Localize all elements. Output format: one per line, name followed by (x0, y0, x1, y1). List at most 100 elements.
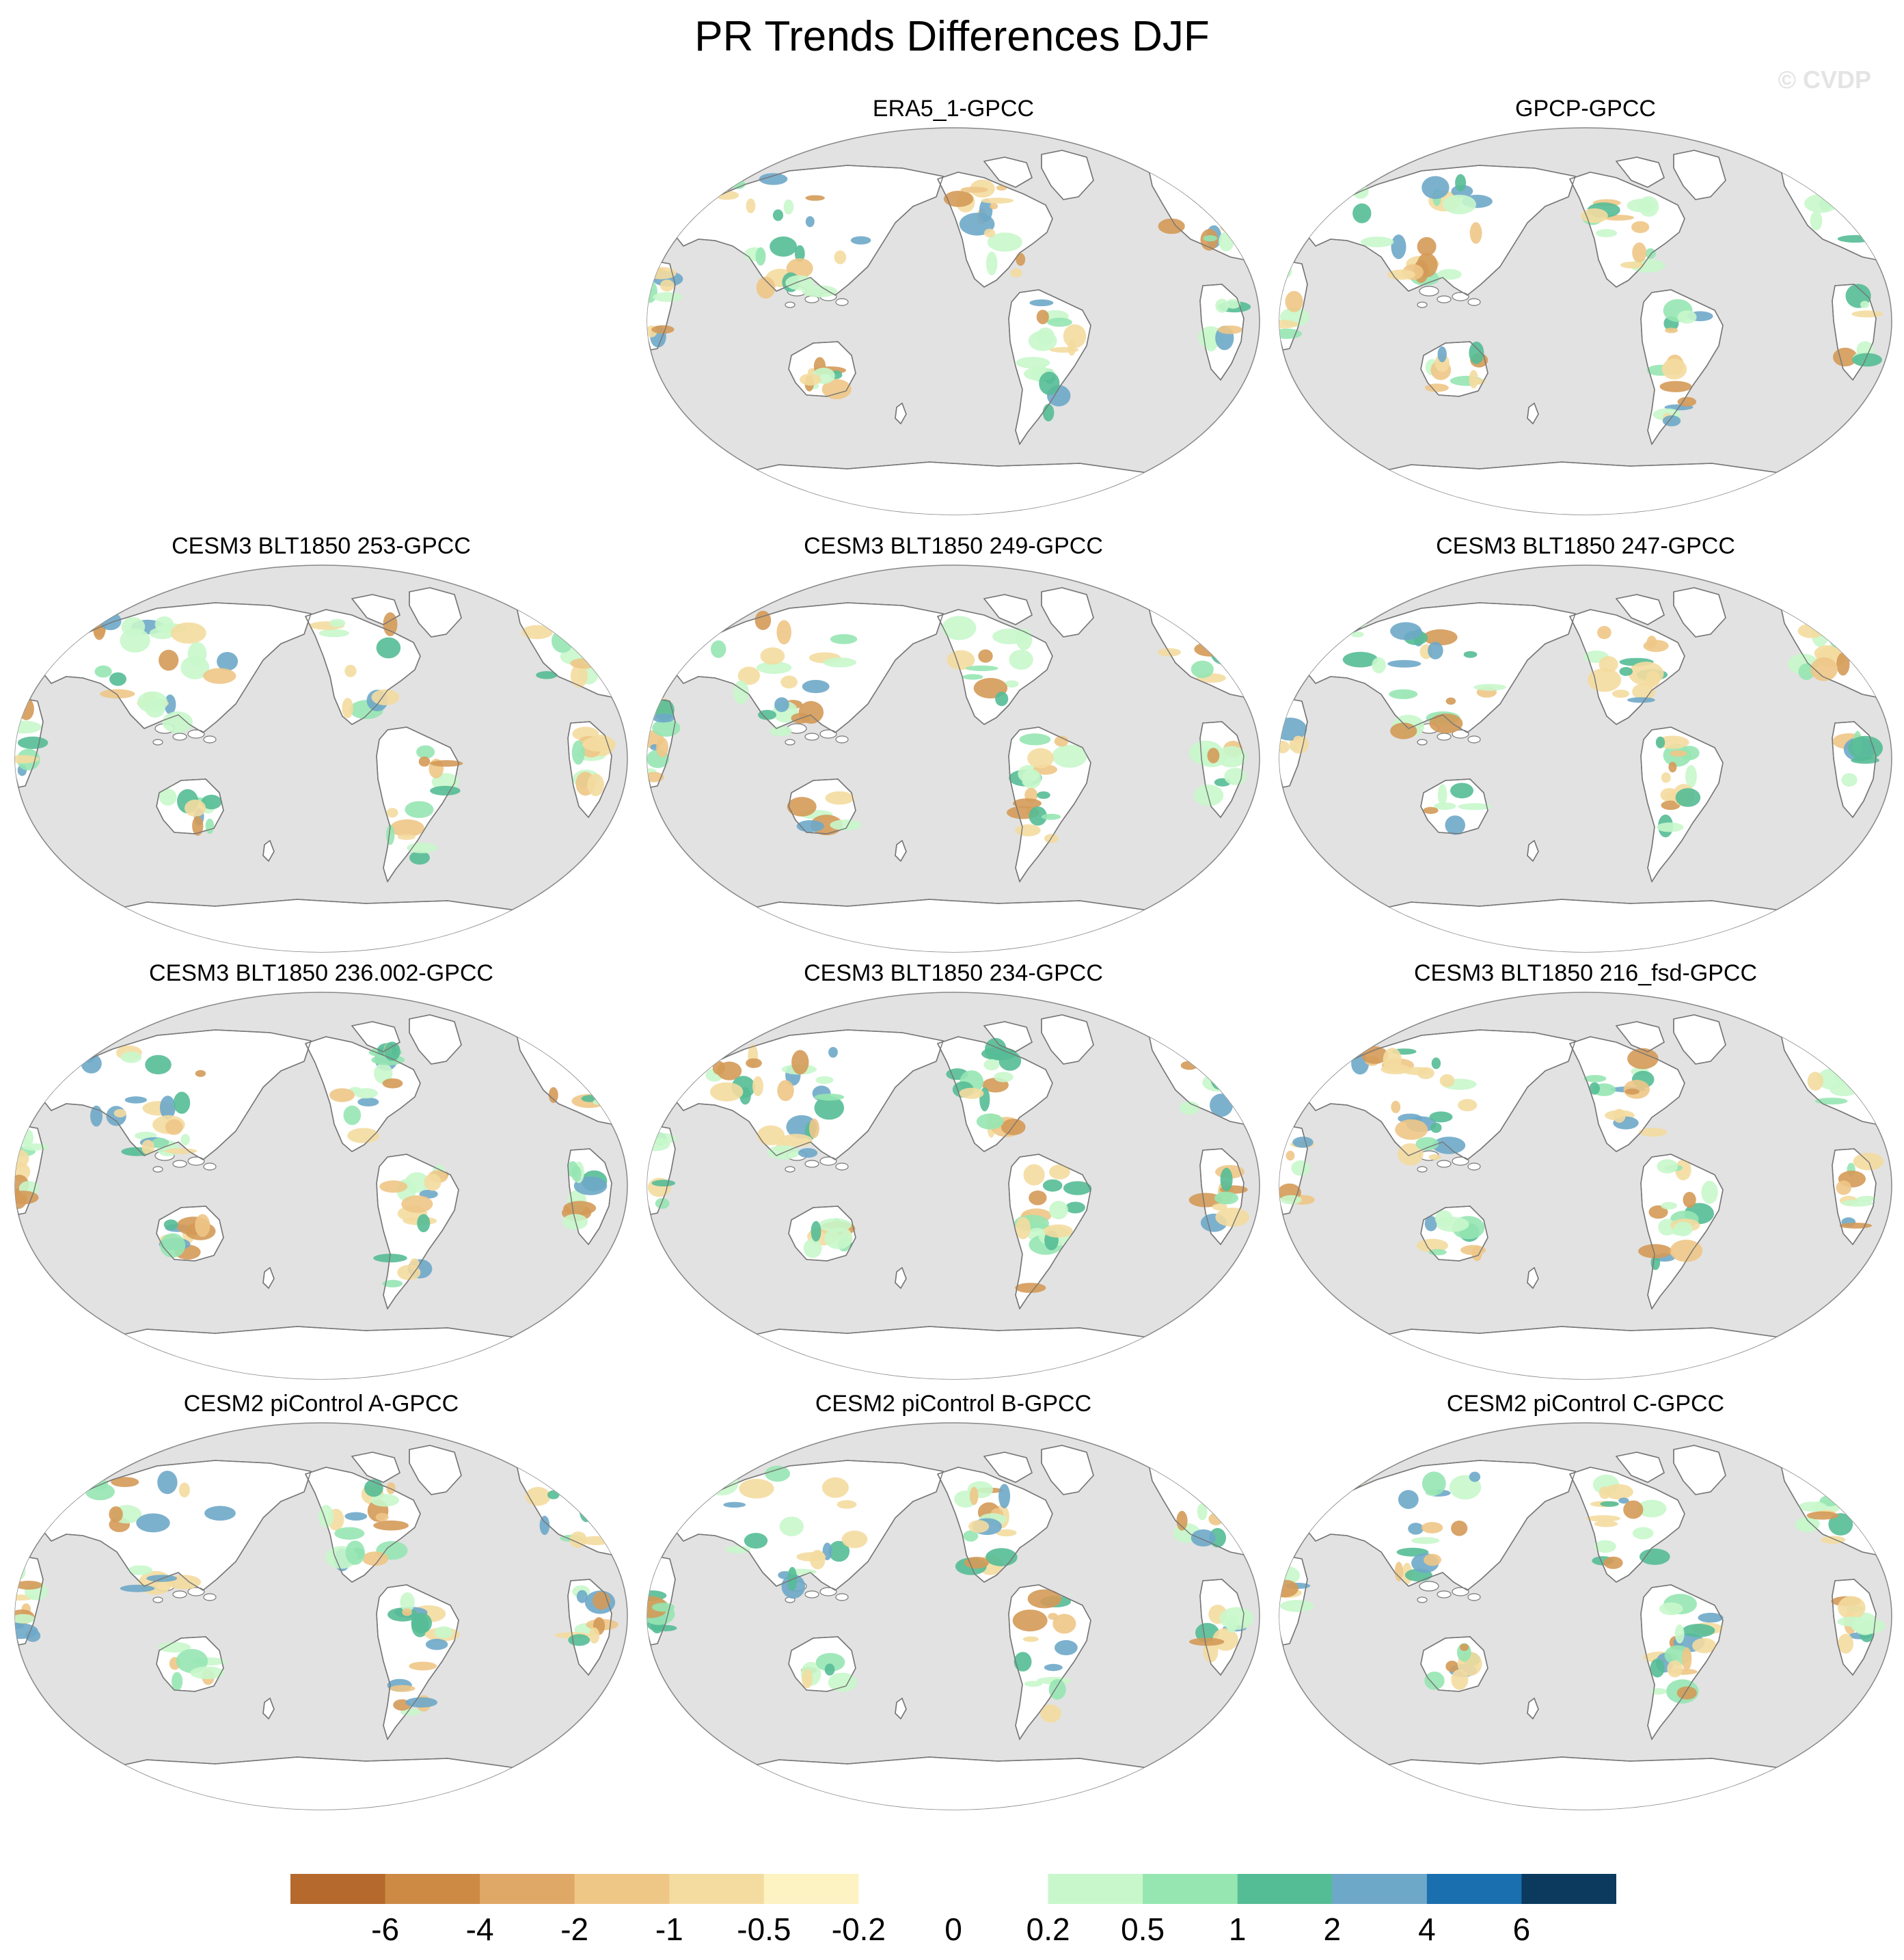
anomaly-blob (1013, 798, 1042, 808)
anomaly-blob (1292, 1136, 1314, 1148)
anomaly-blob (1458, 803, 1492, 811)
anomaly-blob (1203, 1641, 1219, 1663)
anomaly-blob (1685, 765, 1697, 788)
anomaly-blob (1631, 221, 1650, 233)
anomaly-blob (173, 1091, 191, 1114)
anomaly-blob (1019, 733, 1051, 746)
anomaly-blob (1423, 806, 1439, 814)
anomaly-blob (1429, 713, 1463, 734)
island-1 (1437, 733, 1452, 741)
coastline-arctic (983, 1021, 1033, 1052)
coastline-arctic (1615, 156, 1665, 188)
landmass-antarctica (717, 1756, 1190, 1810)
anomaly-blob (1225, 299, 1240, 309)
anomaly-blob (969, 1486, 979, 1506)
coastline-greenland (1673, 1014, 1726, 1065)
anomaly-blob (1661, 1201, 1677, 1210)
anomaly-blob (998, 1050, 1022, 1071)
landmass-antarctica (717, 899, 1190, 952)
anomaly-blob (772, 209, 784, 221)
anomaly-blob (1665, 327, 1678, 334)
anomaly-blob (828, 1047, 838, 1058)
island-2 (819, 1587, 837, 1596)
anomaly-blob (1437, 346, 1447, 363)
anomaly-blob (787, 797, 817, 817)
map-panel: CESM2 piControl C-GPCC (1275, 1391, 1896, 1814)
anomaly-blob (1279, 1579, 1298, 1598)
anomaly-blob (1041, 813, 1061, 820)
anomaly-blob (120, 628, 150, 653)
anomaly-blob (1279, 718, 1307, 741)
anomaly-blob (791, 1050, 809, 1075)
colorbar-swatch (1521, 1874, 1616, 1904)
anomaly-blob (986, 251, 998, 275)
anomaly-blob (841, 1530, 868, 1549)
anomaly-blob (386, 1482, 396, 1495)
anomaly-blob (1015, 824, 1041, 836)
anomaly-blob (1416, 1238, 1449, 1253)
anomaly-blob (1656, 822, 1684, 832)
anomaly-blob (1350, 1473, 1365, 1486)
anomaly-blob (825, 791, 854, 805)
island-1 (172, 1590, 187, 1598)
anomaly-blob (1029, 806, 1047, 826)
coastline-australia (156, 1636, 224, 1692)
robinson-map (647, 564, 1260, 953)
robinson-map (1279, 127, 1892, 515)
anomaly-blob (204, 1506, 236, 1521)
coastline-africaR (1199, 721, 1245, 819)
anomaly-blob (1656, 735, 1689, 749)
coastline-arctic (351, 594, 400, 625)
island-3 (835, 298, 849, 306)
anomaly-blob (1286, 1150, 1295, 1161)
anomaly-blob (1841, 773, 1858, 787)
colorbar-tick-label: -0.5 (737, 1911, 791, 1947)
anomaly-blob (821, 1477, 849, 1498)
panel-title: CESM2 piControl C-GPCC (1446, 1391, 1725, 1417)
anomaly-blob (158, 1642, 191, 1653)
anomaly-blob (1836, 1180, 1851, 1195)
coastline-samerica (1640, 1154, 1724, 1310)
anomaly-blob (434, 1626, 453, 1639)
anomaly-blob (1280, 1600, 1314, 1612)
anomaly-blob (803, 1238, 822, 1258)
coastline-greenland (1041, 587, 1094, 638)
anomaly-blob (1424, 1553, 1441, 1566)
anomaly-blob (995, 692, 1009, 707)
anomaly-blob (1285, 290, 1303, 312)
anomaly-blob (1586, 1515, 1621, 1522)
anomaly-blob (1042, 404, 1055, 422)
anomaly-blob (1055, 1639, 1078, 1656)
anomaly-blob (1807, 1072, 1823, 1091)
anomaly-blob (1657, 1159, 1678, 1174)
island-4 (152, 1166, 163, 1173)
anomaly-blob (342, 698, 353, 718)
anomaly-blob (1677, 310, 1697, 324)
anomaly-blob (659, 280, 675, 292)
anomaly-blob (1280, 1195, 1302, 1205)
colorbar-swatch (290, 1874, 386, 1904)
anomaly-blob (711, 640, 726, 658)
island-2 (1452, 1156, 1469, 1166)
anomaly-blob (1293, 735, 1303, 744)
island-2 (819, 729, 837, 739)
anomaly-blob (1220, 1486, 1238, 1495)
anomaly-blob (1603, 1556, 1623, 1569)
anomaly-blob (390, 819, 424, 837)
anomaly-blob (1451, 1669, 1469, 1690)
coastline-australia (156, 1206, 224, 1262)
anomaly-blob (1291, 1160, 1310, 1176)
coastline-africaR (567, 721, 612, 819)
map-panel: CESM2 piControl B-GPCC (642, 1391, 1264, 1814)
anomaly-blob (1428, 1249, 1447, 1255)
panel-title: CESM2 piControl A-GPCC (183, 1391, 459, 1417)
anomaly-blob (1430, 1122, 1442, 1133)
anomaly-blob (652, 713, 675, 723)
anomaly-blob (1469, 222, 1482, 244)
anomaly-blob (1395, 1119, 1428, 1140)
coastline-arctic (983, 156, 1033, 188)
map-panel: CESM3 BLT1850 234-GPCC (642, 960, 1264, 1384)
anomaly-blob (1022, 1636, 1039, 1642)
anomaly-blob (990, 203, 998, 210)
anomaly-blob (1860, 301, 1870, 308)
